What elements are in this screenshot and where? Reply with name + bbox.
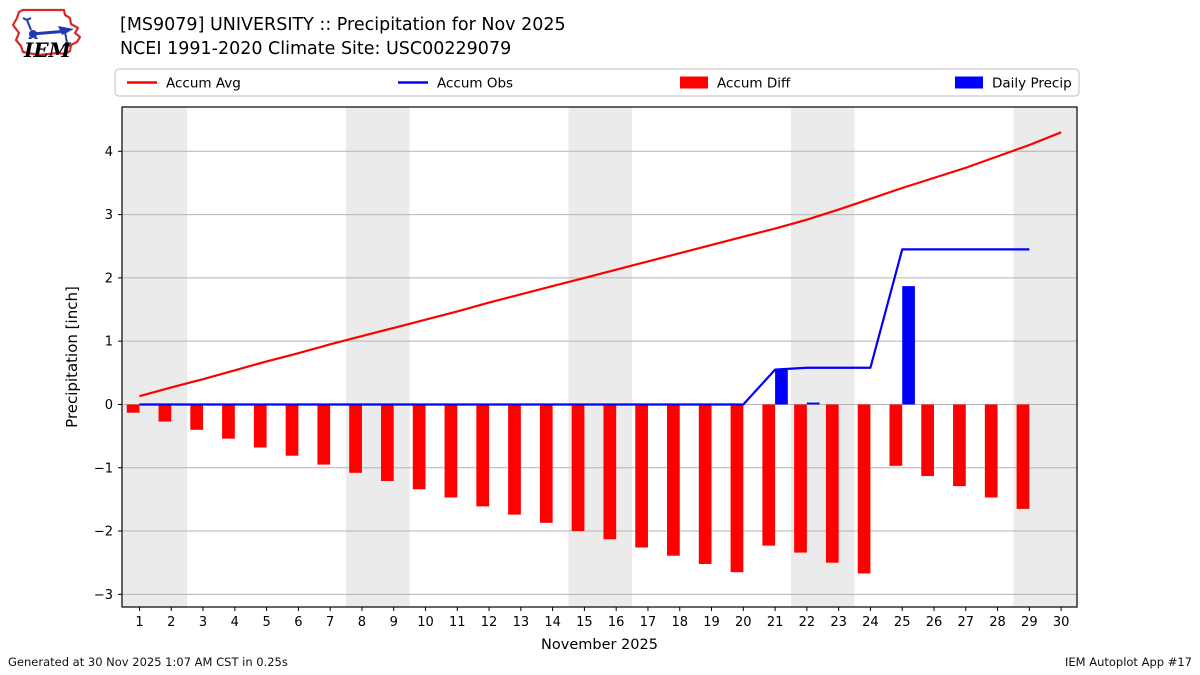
x-tick-label: 2: [167, 615, 175, 630]
daily-precip-bar: [806, 402, 820, 405]
accum-diff-bar: [222, 404, 235, 439]
y-axis-label: Precipitation [inch]: [63, 286, 81, 428]
accum-diff-bar: [794, 404, 807, 553]
accum-diff-bar: [539, 404, 553, 523]
x-tick-label: 23: [830, 615, 847, 630]
daily-precip-bar: [902, 286, 915, 405]
accum-obs-line: [139, 248, 1030, 406]
accum-diff-bar: [698, 404, 712, 564]
weekend-band: [568, 107, 633, 607]
x-axis-label: November 2025: [541, 637, 658, 653]
x-tick-label: 10: [417, 615, 434, 630]
x-tick-label: 25: [894, 615, 911, 630]
y-tick-label: 3: [105, 208, 113, 223]
weekend-band: [122, 107, 188, 607]
x-tick-label: 1: [135, 615, 143, 630]
x-tick-label: 18: [671, 615, 688, 630]
accum-diff-bar: [253, 404, 267, 448]
x-tick-label: 27: [957, 615, 974, 630]
y-tick-label: −3: [94, 588, 113, 603]
accum-diff-bar: [762, 404, 776, 546]
chart-title: [MS9079] UNIVERSITY :: Precipitation for…: [120, 15, 566, 35]
x-tick-label: 21: [767, 615, 784, 630]
accum-diff-bar: [889, 404, 903, 466]
x-tick-label: 20: [735, 615, 752, 630]
accum-diff-bar: [571, 404, 585, 532]
legend-label-4: Daily Precip: [992, 76, 1072, 92]
accum-diff-bar: [635, 404, 648, 548]
accum-avg-line: [139, 131, 1062, 398]
app-credit: IEM Autoplot App #17: [1064, 655, 1192, 669]
accum-diff-bar: [603, 404, 617, 540]
x-tick-label: 28: [989, 615, 1006, 630]
accum-diff-bar: [730, 404, 744, 573]
accum-diff-bar: [953, 404, 966, 487]
accum-diff-bar: [984, 404, 998, 498]
x-tick-label: 5: [262, 615, 270, 630]
daily-precip-bar: [775, 369, 788, 405]
y-tick-label: 4: [105, 145, 113, 160]
x-tick-label: 29: [1021, 615, 1038, 630]
x-tick-label: 19: [703, 615, 720, 630]
accum-diff-bar: [508, 404, 521, 515]
legend-swatch-3: [680, 76, 708, 89]
generated-timestamp: Generated at 30 Nov 2025 1:07 AM CST in …: [8, 655, 288, 669]
accum-diff-bar: [1016, 404, 1030, 509]
x-tick-label: 3: [199, 615, 207, 630]
accum-diff-bar: [285, 404, 299, 456]
x-tick-label: 8: [358, 615, 366, 630]
legend-label-2: Accum Obs: [437, 76, 513, 92]
accum-diff-bar: [158, 404, 172, 422]
x-tick-label: 17: [640, 615, 657, 630]
accum-diff-bar: [476, 404, 490, 507]
accum-diff-bar: [317, 404, 331, 465]
legend-swatch-4: [955, 76, 983, 89]
x-tick-label: 30: [1053, 615, 1070, 630]
x-tick-label: 22: [799, 615, 816, 630]
legend-label-1: Accum Avg: [166, 76, 241, 92]
x-tick-label: 26: [926, 615, 943, 630]
x-tick-label: 4: [231, 615, 239, 630]
weather-instrument-icon: [22, 17, 74, 47]
accum-diff-bar: [921, 404, 934, 476]
x-tick-label: 15: [576, 615, 593, 630]
x-tick-label: 11: [449, 615, 466, 630]
accum-diff-bar: [349, 404, 362, 473]
logo-text: IEM: [23, 38, 72, 62]
accum-diff-bar: [667, 404, 680, 556]
weekend-band: [1013, 107, 1077, 607]
accum-diff-bar: [126, 404, 140, 413]
legend-label-3: Accum Diff: [717, 76, 791, 92]
precipitation-chart: Accum Avg Accum Obs Accum Diff Daily Precip…: [63, 68, 1080, 653]
y-tick-label: 1: [105, 335, 113, 350]
accum-diff-bar: [381, 404, 394, 482]
legend-box: [114, 68, 1080, 97]
accum-diff-bar: [412, 404, 426, 490]
iem-logo: IEM: [11, 8, 82, 62]
chart-title-block: [MS9079] UNIVERSITY :: Precipitation for…: [120, 14, 566, 61]
y-tick-label: −1: [94, 461, 113, 476]
accum-diff-bar: [190, 404, 204, 430]
x-tick-label: 7: [326, 615, 334, 630]
y-tick-label: 0: [105, 398, 113, 413]
x-tick-label: 24: [862, 615, 879, 630]
chart-subtitle: NCEI 1991-2020 Climate Site: USC00229079: [120, 38, 512, 59]
accum-diff-bar: [444, 404, 458, 498]
y-tick-label: 2: [105, 271, 113, 286]
x-tick-label: 13: [513, 615, 530, 630]
x-tick-label: 6: [294, 615, 302, 630]
weekend-band: [346, 107, 410, 607]
x-tick-label: 14: [544, 615, 561, 630]
y-tick-label: −2: [94, 525, 113, 540]
accum-diff-bar: [857, 404, 871, 574]
accum-diff-bar: [825, 404, 839, 563]
x-tick-label: 16: [608, 615, 625, 630]
x-tick-label: 12: [481, 615, 498, 630]
x-tick-label: 9: [390, 615, 398, 630]
plot-border: [121, 106, 1078, 608]
